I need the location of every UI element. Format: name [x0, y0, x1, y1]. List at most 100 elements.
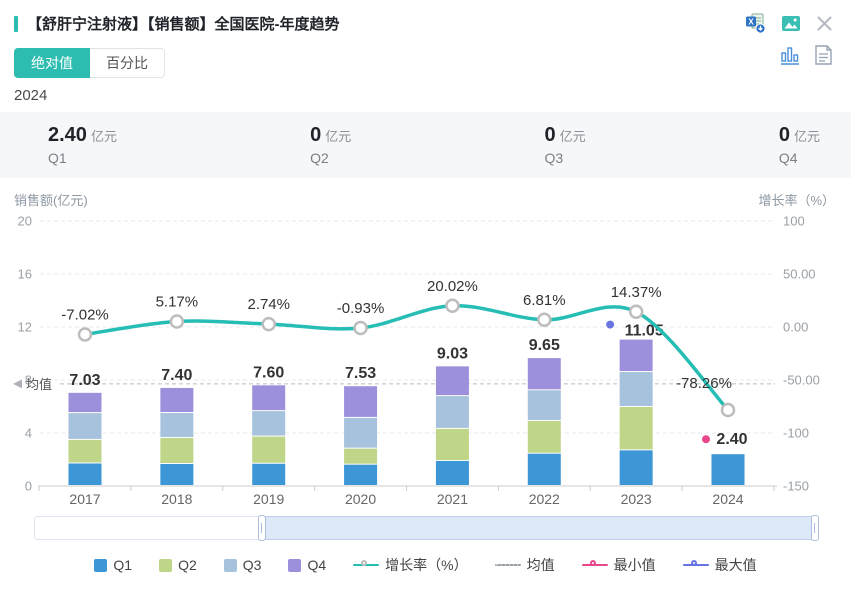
data-zoom-selected-range[interactable]	[258, 515, 819, 541]
legend-item-max[interactable]: 最大值	[682, 555, 757, 575]
bar-segment-2018-Q1[interactable]	[160, 464, 194, 485]
legend-item-growth-rate[interactable]: 增长率（%）	[353, 555, 468, 575]
legend-item-q4[interactable]: Q4	[288, 557, 326, 573]
mean-tag-label: 均值	[26, 377, 52, 392]
left-axis-tick: 16	[18, 267, 32, 282]
bar-segment-2021-Q1[interactable]	[435, 460, 469, 485]
svg-text:X: X	[748, 18, 754, 27]
bar-segment-2019-Q3[interactable]	[252, 411, 286, 436]
legend-item-min[interactable]: 最小值	[581, 555, 656, 575]
bar-segment-2022-Q3[interactable]	[527, 390, 561, 420]
bar-total-label-2017: 7.03	[69, 372, 100, 389]
right-axis-tick: -150	[783, 479, 809, 494]
left-axis-tick: 8	[25, 373, 32, 388]
bar-total-label-2021: 9.03	[437, 345, 468, 362]
growth-point-2018[interactable]	[169, 314, 185, 329]
stat-q3-value: 0	[544, 124, 556, 146]
stat-q3: 0 亿元 Q3	[545, 124, 586, 166]
x-axis-label-2019: 2019	[253, 491, 284, 507]
right-axis-tick: -50.00	[783, 373, 820, 388]
left-axis-title: 销售额(亿元)	[14, 193, 88, 208]
axis-titles: 销售额(亿元) 增长率（%）	[0, 178, 851, 208]
value-mode-toggle: 绝对值 百分比	[14, 48, 165, 78]
bar-segment-2017-Q2[interactable]	[68, 439, 102, 463]
growth-label-2017: -7.02%	[61, 306, 109, 323]
bar-segment-2023-Q2[interactable]	[619, 407, 653, 450]
quarter-stats-row: 2.40 亿元 Q1 0 亿元 Q2 0 亿元 Q3 0 亿元 Q4	[0, 112, 851, 178]
image-export-icon[interactable]	[781, 15, 801, 33]
bar-segment-2020-Q4[interactable]	[344, 386, 378, 417]
legend-item-q2[interactable]: Q2	[159, 557, 197, 573]
controls-row: 绝对值 百分比	[0, 34, 851, 78]
stat-q2-unit: 亿元	[325, 129, 352, 144]
stat-q1: 2.40 亿元 Q1	[48, 124, 117, 166]
growth-point-2024[interactable]	[720, 402, 736, 418]
growth-point-2020[interactable]	[353, 320, 368, 336]
bar-segment-2017-Q3[interactable]	[68, 413, 102, 439]
stat-q4-label: Q4	[778, 150, 798, 166]
bar-segment-2022-Q4[interactable]	[527, 358, 561, 390]
max-value-dot	[606, 320, 615, 329]
bar-segment-2024-Q1[interactable]	[711, 454, 745, 485]
min-value-dot	[702, 435, 710, 444]
legend-label: Q4	[307, 557, 327, 573]
sales-trend-dashboard: 【舒肝宁注射液】【销售额】全国医院-年度趋势 X	[0, 0, 851, 575]
bar-segment-2019-Q4[interactable]	[252, 385, 286, 411]
bar-segment-2021-Q4[interactable]	[435, 366, 469, 396]
bar-segment-2018-Q2[interactable]	[160, 438, 194, 464]
stat-q1-unit: 亿元	[90, 129, 117, 144]
report-view-icon[interactable]	[814, 44, 833, 66]
legend-item-q1[interactable]: Q1	[94, 557, 132, 573]
bar-segment-2017-Q1[interactable]	[68, 463, 102, 485]
bar-segment-2019-Q2[interactable]	[252, 436, 286, 463]
growth-label-2023: 14.37%	[611, 284, 662, 301]
bar-segment-2017-Q4[interactable]	[68, 392, 102, 413]
growth-point-2022[interactable]	[537, 312, 552, 328]
absolute-value-tab[interactable]: 绝对值	[14, 48, 90, 78]
left-axis-tick: 20	[18, 214, 32, 229]
legend-swatch-icon	[159, 558, 173, 572]
stat-q3-label: Q3	[544, 150, 564, 166]
right-axis-tick: 50.00	[783, 267, 816, 282]
bar-segment-2023-Q1[interactable]	[619, 450, 653, 485]
x-axis-label-2022: 2022	[529, 491, 560, 507]
x-axis-label-2020: 2020	[345, 491, 376, 507]
bar-segment-2021-Q3[interactable]	[435, 396, 469, 428]
bar-segment-2022-Q1[interactable]	[527, 453, 561, 485]
legend-label: 最小值	[613, 557, 656, 573]
bar-segment-2023-Q4[interactable]	[619, 339, 653, 372]
x-axis-label-2024: 2024	[712, 491, 743, 507]
growth-point-2017[interactable]	[77, 327, 93, 342]
bar-segment-2023-Q3[interactable]	[619, 372, 653, 407]
growth-label-2021: 20.02%	[427, 278, 478, 295]
bar-segment-2020-Q2[interactable]	[344, 448, 378, 464]
growth-point-2021[interactable]	[445, 298, 460, 314]
x-axis-label-2023: 2023	[621, 491, 652, 507]
legend-label: 增长率（%）	[385, 557, 468, 573]
legend-item-q3[interactable]: Q3	[223, 557, 261, 573]
mean-tag-arrow-icon[interactable]	[13, 379, 22, 389]
stat-q1-value: 2.40	[48, 124, 87, 146]
close-icon[interactable]	[816, 15, 833, 32]
legend-item-mean[interactable]: 均值	[494, 555, 555, 575]
bar-segment-2020-Q3[interactable]	[344, 417, 378, 448]
bar-segment-2022-Q2[interactable]	[527, 420, 561, 453]
bar-segment-2020-Q1[interactable]	[344, 464, 378, 485]
bar-segment-2018-Q4[interactable]	[160, 387, 194, 412]
x-axis-label-2021: 2021	[437, 491, 468, 507]
data-zoom-left-handle[interactable]	[258, 515, 267, 541]
excel-export-icon[interactable]: X	[745, 13, 766, 34]
stat-q2-value: 0	[310, 124, 322, 146]
data-zoom-slider[interactable]	[34, 515, 819, 541]
bar-chart-view-icon[interactable]	[779, 44, 801, 66]
growth-point-2019[interactable]	[261, 316, 276, 332]
legend-label: Q1	[113, 557, 133, 573]
percentage-tab[interactable]: 百分比	[90, 48, 165, 78]
legend-line-icon	[353, 560, 380, 570]
header: 【舒肝宁注射液】【销售额】全国医院-年度趋势 X	[0, 0, 851, 34]
bar-segment-2021-Q2[interactable]	[435, 428, 469, 460]
bar-segment-2019-Q1[interactable]	[252, 463, 286, 485]
growth-point-2023[interactable]	[628, 304, 644, 320]
data-zoom-right-handle[interactable]	[811, 515, 819, 541]
bar-segment-2018-Q3[interactable]	[160, 412, 194, 438]
